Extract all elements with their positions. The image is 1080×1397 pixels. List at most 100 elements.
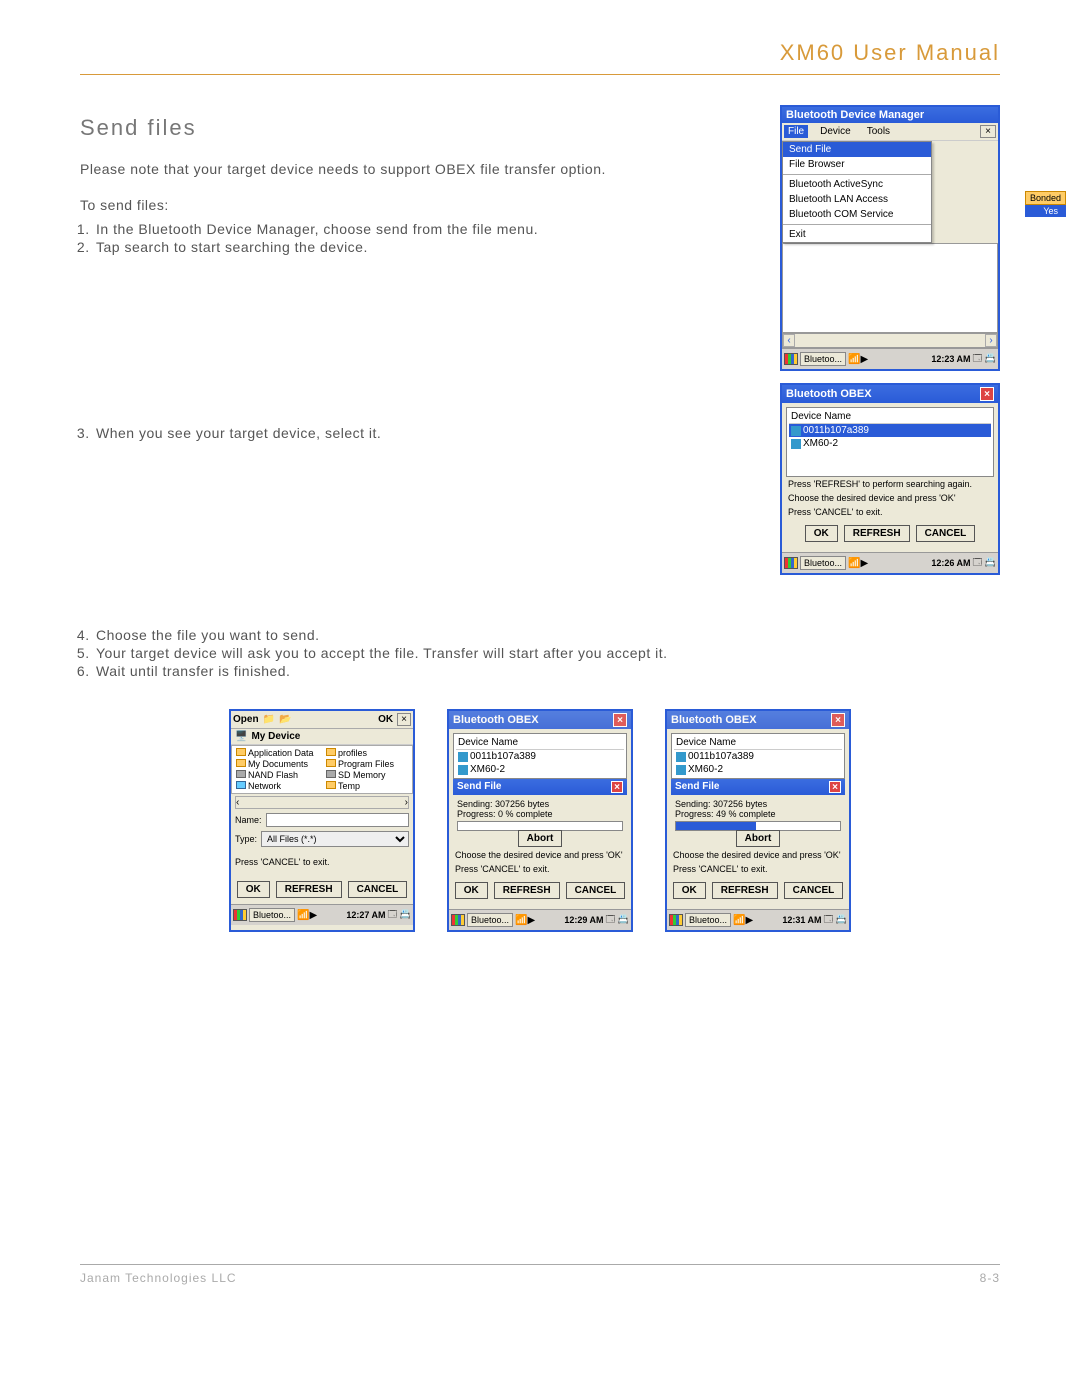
start-icon[interactable] [233,909,247,921]
close-icon[interactable]: × [611,781,623,793]
scroll-left[interactable]: ‹ [236,797,239,808]
refresh-button[interactable]: REFRESH [494,882,560,899]
folder-item[interactable]: Program Files [326,759,408,769]
cancel-button[interactable]: CANCEL [916,525,976,542]
hint-ok: Choose the desired device and press 'OK' [671,848,845,862]
menu-item-file-browser[interactable]: File Browser [783,157,931,172]
close-icon[interactable]: × [831,713,845,727]
menu-item-activesync[interactable]: Bluetooth ActiveSync [783,177,931,192]
abort-button[interactable]: Abort [518,830,563,847]
name-input[interactable] [266,813,409,827]
ok-button[interactable]: OK [673,882,706,899]
screenshot-send-49pct: Bluetooth OBEX × Device Name 0011b107a38… [665,709,851,932]
menu-tools[interactable]: Tools [863,125,894,138]
win2-title: Bluetooth OBEX [786,388,872,400]
refresh-button[interactable]: REFRESH [844,525,910,542]
hint-cancel: Press 'CANCEL' to exit. [453,862,627,876]
close-button[interactable]: × [980,125,996,138]
start-icon[interactable] [784,353,798,365]
device-row-1[interactable]: 0011b107a389 [789,424,991,437]
start-icon[interactable] [451,914,465,926]
sendfile-title: Send File [675,781,719,793]
win1-title: Bluetooth Device Manager [786,109,924,121]
ok-button[interactable]: OK [237,881,270,898]
screenshot-send-0pct: Bluetooth OBEX × Device Name 0011b107a38… [447,709,633,932]
type-select[interactable]: All Files (*.*) [261,831,409,847]
cancel-button[interactable]: CANCEL [348,881,408,898]
menu-device[interactable]: Device [816,125,855,138]
start-icon[interactable] [784,557,798,569]
device-list-header: Device Name [674,736,842,750]
hint-refresh: Press 'REFRESH' to perform searching aga… [786,477,994,491]
bluetooth-icon [791,426,801,436]
sending-text: Sending: 307256 bytes [675,799,841,809]
abort-button[interactable]: Abort [736,830,781,847]
folder-item[interactable]: Network [236,781,318,791]
hint-cancel: Press 'CANCEL' to exit. [786,505,994,519]
taskbar-app[interactable]: Bluetoo... [800,352,846,366]
close-icon[interactable]: × [613,713,627,727]
win5-title: Bluetooth OBEX [671,714,757,726]
tray-icons: 🗔 📇 [973,351,996,367]
scroll-left[interactable]: ‹ [783,334,795,347]
taskbar-app[interactable]: Bluetoo... [467,913,513,927]
taskbar-app[interactable]: Bluetoo... [685,913,731,927]
device-row[interactable]: XM60-2 [674,763,842,776]
device-row[interactable]: 0011b107a389 [674,750,842,763]
badge-yes: Yes [1025,205,1066,217]
device-row[interactable]: 0011b107a389 [456,750,624,763]
folder-item[interactable]: SD Memory [326,770,408,780]
sendfile-title: Send File [457,781,501,793]
taskbar-time: 12:26 AM [931,558,970,568]
step-3: When you see your target device, select … [94,425,760,441]
ok-button[interactable]: OK [805,525,838,542]
refresh-button[interactable]: REFRESH [276,881,342,898]
progress-text: Progress: 0 % complete [457,809,623,819]
folder-item[interactable]: Temp [326,781,408,791]
device-row-2[interactable]: XM60-2 [789,437,991,450]
progress-text: Progress: 49 % complete [675,809,841,819]
menu-item-lan[interactable]: Bluetooth LAN Access [783,192,931,207]
footer-page: 8-3 [980,1271,1000,1285]
tray-icon: 📶▶ [848,558,868,569]
cancel-button[interactable]: CANCEL [566,882,626,899]
menu-item-send-file[interactable]: Send File [783,142,931,157]
folder-item[interactable]: Application Data [236,748,318,758]
header-rule [80,74,1000,75]
taskbar-app[interactable]: Bluetoo... [800,556,846,570]
screenshot-bt-manager: Bluetooth Device Manager File Device Too… [780,105,1000,371]
hint-cancel: Press 'CANCEL' to exit. [231,849,413,875]
close-icon[interactable]: × [829,781,841,793]
folder-item[interactable]: profiles [326,748,408,758]
close-icon[interactable]: × [980,387,994,401]
taskbar-app[interactable]: Bluetoo... [249,908,295,922]
step-5: Your target device will ask you to accep… [94,645,1000,661]
tray-icons: 🗔 📇 [973,555,996,571]
name-label: Name: [235,815,262,825]
ok-button[interactable]: OK [455,882,488,899]
header-title: XM60 User Manual [80,40,1000,74]
folder-up-icon[interactable]: 📁 [263,714,275,725]
folder-item[interactable]: NAND Flash [236,770,318,780]
start-icon[interactable] [669,914,683,926]
new-folder-icon[interactable]: 📂 [279,714,291,725]
tray-icon: 📶▶ [848,354,868,365]
scroll-right[interactable]: › [985,334,997,347]
intro-text: Please note that your target device need… [80,161,760,177]
device-row[interactable]: XM60-2 [456,763,624,776]
scroll-right[interactable]: › [405,797,408,808]
menu-item-exit[interactable]: Exit [783,227,931,242]
menu-item-com[interactable]: Bluetooth COM Service [783,207,931,222]
folder-item[interactable]: My Documents [236,759,318,769]
refresh-button[interactable]: REFRESH [712,882,778,899]
my-device-label: My Device [251,731,300,742]
type-label: Type: [235,834,257,844]
cancel-button[interactable]: CANCEL [784,882,844,899]
menu-file[interactable]: File [784,125,808,138]
device-list-header: Device Name [456,736,624,750]
step-2: Tap search to start searching the device… [94,239,760,255]
hint-ok: Choose the desired device and press 'OK' [786,491,994,505]
taskbar-time: 12:23 AM [931,354,970,364]
ok-label[interactable]: OK [378,714,393,725]
close-button[interactable]: × [397,713,411,726]
